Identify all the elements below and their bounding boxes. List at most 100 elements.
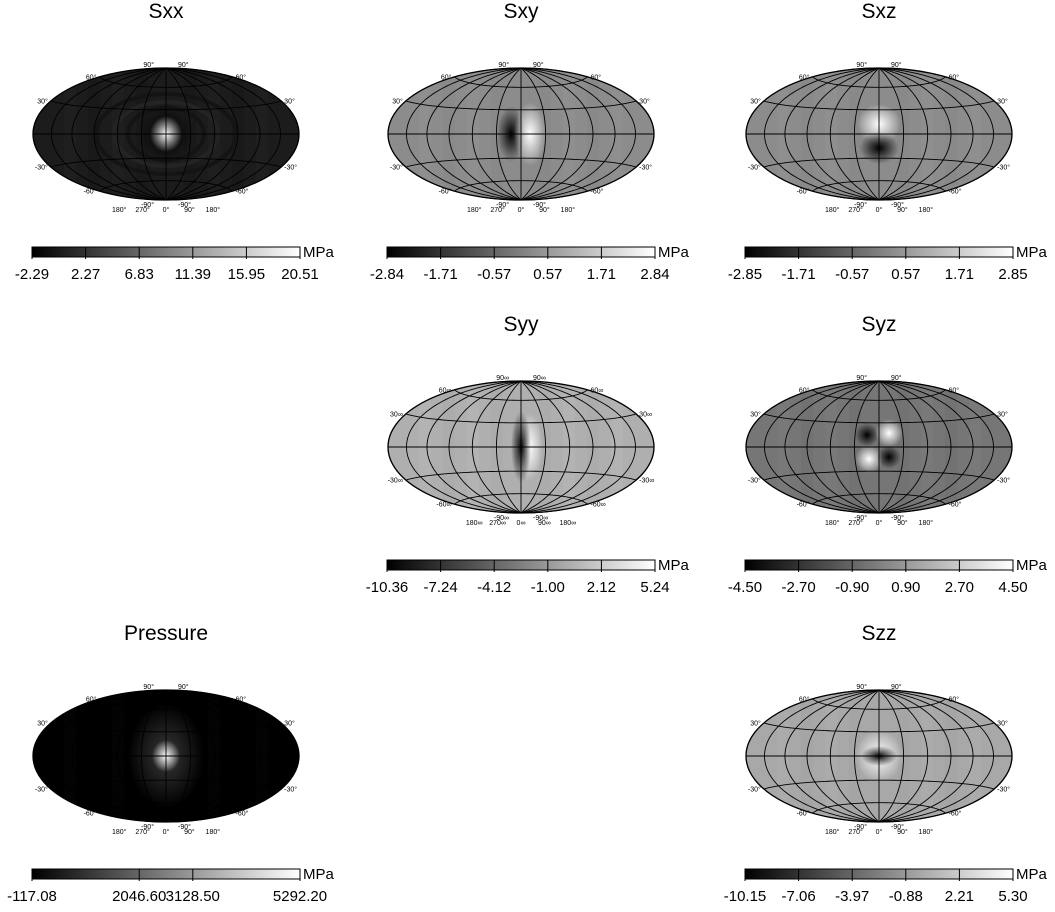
- lat-label-right: -30°: [997, 164, 1010, 172]
- lat-label-left: -90°: [854, 201, 867, 209]
- lon-label: 90°: [539, 206, 550, 214]
- colorbar: [386, 246, 656, 259]
- panel-title: Syy: [503, 313, 539, 336]
- lat-label-right: 90∞: [533, 375, 546, 382]
- colorbar-tick-label: -3.97: [835, 888, 870, 905]
- lat-label-right: -30°: [639, 164, 652, 172]
- lat-label-right: -90°: [891, 823, 904, 831]
- lat-label-right: 60°: [591, 73, 602, 81]
- colorbar-tick-label: 2.21: [944, 888, 974, 905]
- map-syz: 90°90°60°60°30°30°0°0°-30°-30°-60°-60°-9…: [745, 374, 1013, 527]
- panel-title: Sxz: [861, 0, 897, 23]
- lat-label-left: 90°: [856, 61, 867, 69]
- lon-label: 180°: [919, 206, 934, 214]
- parallel: [763, 100, 995, 111]
- lon-label: 0°: [876, 519, 883, 527]
- panel-title: Pressure: [123, 622, 209, 645]
- panel-sxz: Sxz 90°90°60°60°30°30°0°0°-30°-30°-60°-6…: [728, 0, 1047, 290]
- parallel: [763, 413, 995, 424]
- lat-label-right: -90°: [533, 201, 546, 209]
- colorbar-tick-label: 1.71: [944, 266, 974, 283]
- parallel: [454, 76, 588, 88]
- parallel: [454, 180, 588, 192]
- lat-label-right: -90∞: [533, 515, 548, 522]
- lat-label-right: -60°: [949, 501, 962, 509]
- colorbar-tick-label: -1.00: [530, 579, 565, 596]
- parallel: [50, 722, 282, 733]
- lon-label: 270∞: [489, 520, 506, 527]
- colorbar-tick-label: -7.24: [423, 579, 458, 596]
- lat-label-left: -60°: [439, 188, 452, 196]
- lat-label-right: -30∞: [639, 478, 654, 485]
- lat-label-left: -90°: [854, 514, 867, 522]
- lat-label-right: 60°: [949, 386, 960, 394]
- colorbar-unit: MPa: [658, 557, 689, 574]
- parallel: [763, 779, 995, 790]
- parallel: [812, 180, 946, 192]
- lat-label-left: 60°: [799, 73, 810, 81]
- lon-label: 90°: [897, 519, 908, 527]
- parallel: [50, 779, 282, 790]
- parallel: [99, 76, 233, 88]
- lat-label-right: -60°: [949, 810, 962, 818]
- map-outline: [387, 380, 655, 514]
- lat-label-left: 30°: [37, 720, 48, 728]
- lon-label: 180°: [919, 828, 934, 836]
- colorbar-tick-label: 15.95: [227, 266, 266, 283]
- lat-label-right: -30°: [284, 164, 297, 172]
- lat-label-left: 90°: [856, 374, 867, 382]
- lat-label-left: 60°: [86, 695, 97, 703]
- panel-title: Syz: [861, 313, 897, 336]
- panel-title: Sxy: [503, 0, 539, 23]
- lat-label-left: -90°: [496, 201, 509, 209]
- lon-label: 180∞: [559, 520, 576, 527]
- lat-label-left: -60°: [797, 501, 810, 509]
- colorbar-unit: MPa: [1016, 244, 1047, 261]
- parallel: [812, 76, 946, 88]
- colorbar-tick-label: -117.08: [7, 888, 57, 905]
- lat-label-left: -60°: [84, 810, 97, 818]
- lon-label: 180°: [919, 519, 934, 527]
- lat-label-right: 60∞: [591, 387, 604, 394]
- colorbar-tick-label: -0.88: [888, 888, 923, 905]
- colorbar-gradient: [31, 246, 301, 258]
- lat-label-left: 90°: [498, 61, 509, 69]
- lat-label-right: 30°: [997, 411, 1008, 419]
- lat-label-left: 60°: [799, 695, 810, 703]
- lon-label: 180°: [206, 828, 221, 836]
- lat-label-right: 30°: [997, 98, 1008, 106]
- colorbar-tick-label: -0.57: [835, 266, 870, 283]
- panel-title: Szz: [861, 622, 897, 645]
- field-positive-lobe: [855, 445, 883, 473]
- panel-sxy: Sxy 90°90°60°60°30°30°0°0°-30°-30°-60°-6…: [370, 0, 689, 290]
- lat-label-left: 90°: [143, 61, 154, 69]
- lon-label: 180°: [112, 206, 127, 214]
- lon-label: 180°: [825, 828, 840, 836]
- colorbar-gradient: [744, 246, 1014, 258]
- colorbar-gradient: [386, 246, 656, 258]
- lat-label-right: 90°: [178, 61, 189, 69]
- lat-label-right: -60°: [949, 188, 962, 196]
- colorbar-tick-label: 5292.20: [272, 888, 328, 905]
- field-positive-lobe: [875, 419, 903, 447]
- colorbar: [31, 246, 301, 259]
- lat-label-right: -60°: [236, 188, 249, 196]
- lat-label-right: 60°: [236, 695, 247, 703]
- colorbar-tick-label: -4.50: [727, 579, 763, 596]
- panel-szz: Szz 90°90°60°60°30°30°0°0°-30°-30°-60°-6…: [724, 622, 1047, 912]
- panel-syz: Syz 90°90°60°60°30°30°0°0°-30°-30°-60°-6…: [728, 313, 1047, 603]
- lat-label-left: -30°: [35, 786, 48, 794]
- colorbar-tick-label: 20.51: [281, 266, 319, 283]
- lat-label-left: 30°: [750, 720, 761, 728]
- map-szz: 90°90°60°60°30°30°0°0°-30°-30°-60°-60°-9…: [745, 683, 1013, 836]
- lat-label-right: 30∞: [639, 412, 652, 419]
- parallel: [50, 100, 282, 111]
- lon-label: 90∞: [538, 520, 551, 527]
- colorbar-tick-label: 5.24: [640, 579, 670, 596]
- panel-pressure: Pressure 90°90°60°60°30°30°0°0°-30°-30°-…: [7, 622, 334, 912]
- parallel: [763, 722, 995, 733]
- lat-label-left: 60°: [86, 73, 97, 81]
- parallel: [99, 180, 233, 192]
- lat-label-right: 30°: [284, 720, 295, 728]
- panel-syy: Syy 90∞90∞60∞60∞30∞30∞0∞0∞-30∞-30∞-60∞-6…: [366, 313, 689, 603]
